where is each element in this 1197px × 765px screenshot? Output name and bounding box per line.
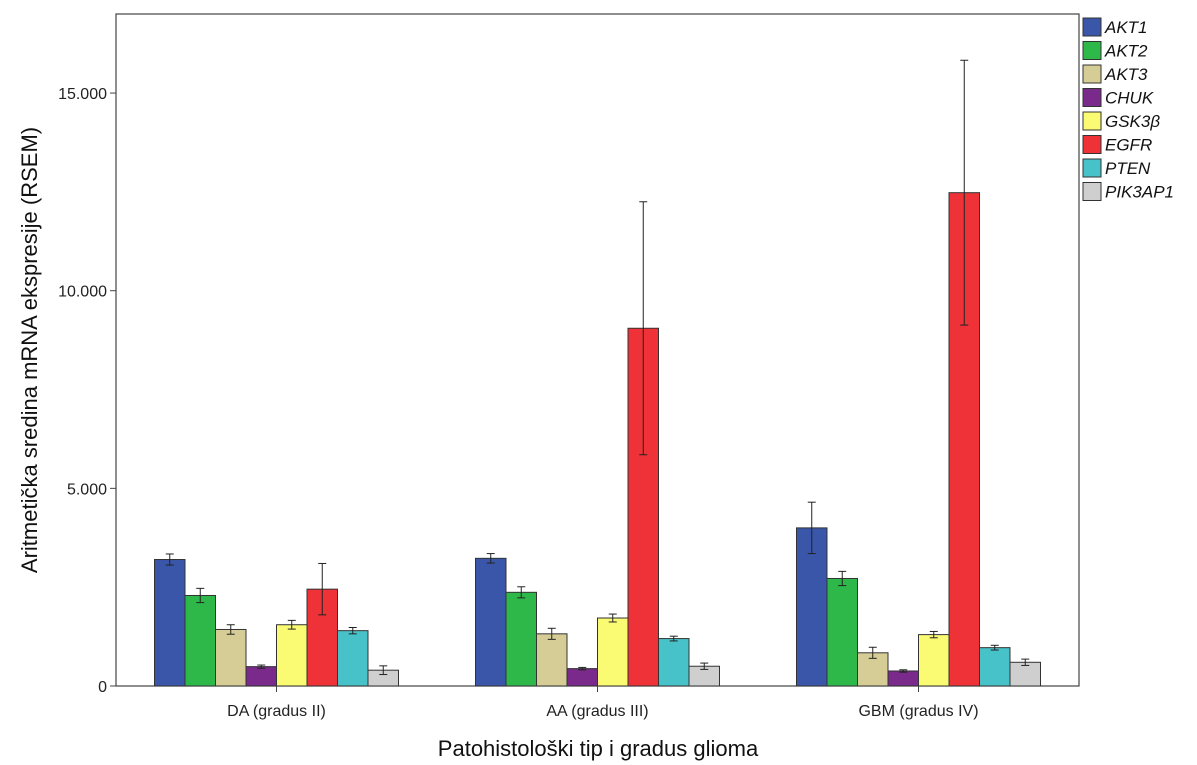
plot-frame: [115, 13, 1080, 687]
bars-layer: [154, 192, 1041, 687]
x-axis-ticks: DA (gradus II) AA (gradus III) GBM (gradus…: [227, 686, 979, 720]
legend-swatch: [1082, 182, 1102, 201]
bar-akt2-0: [184, 594, 216, 687]
x-tick-label: DA (gradus II): [227, 703, 326, 720]
bar-akt2-2: [826, 577, 858, 687]
legend-label: CHUK: [1105, 89, 1154, 108]
legend-swatch: [1082, 64, 1102, 84]
bar-akt1-2: [796, 527, 828, 687]
x-tick-label: GBM (gradus IV): [858, 703, 978, 720]
legend: AKT1 AKT2 AKT3 CHUK GSK3β EGFR PTEN PIK3AP1: [1082, 17, 1174, 202]
bar-akt1-0: [154, 559, 186, 687]
bar-gsk3-1: [597, 617, 629, 687]
bar-akt1-1: [475, 557, 507, 687]
x-axis-title: Patohistološki tip i gradus glioma: [438, 736, 759, 761]
y-tick-label: 10.000: [58, 284, 107, 301]
legend-swatch: [1082, 17, 1102, 37]
legend-swatch: [1082, 158, 1102, 178]
legend-label: EGFR: [1105, 136, 1152, 155]
bar-pten-1: [658, 638, 690, 687]
legend-swatch: [1082, 135, 1102, 154]
legend-label: AKT1: [1104, 18, 1148, 37]
legend-label: AKT3: [1104, 65, 1148, 84]
y-axis-title: Aritmetička sredina mRNA ekspresije (RSE…: [17, 127, 42, 573]
legend-label: PTEN: [1105, 159, 1151, 178]
legend-swatch: [1082, 111, 1102, 131]
bar-chuk-2: [887, 670, 919, 687]
x-tick-label: AA (gradus III): [546, 703, 648, 720]
y-axis-ticks: 0 5.000 10.000 15.000: [58, 86, 116, 696]
bar-gsk3-2: [918, 634, 950, 687]
bar-pten-2: [979, 647, 1011, 687]
legend-label: PIK3AP1: [1105, 183, 1174, 202]
error-bars-layer: [165, 59, 1030, 676]
bar-chuk-1: [566, 668, 598, 687]
bar-akt3-1: [536, 633, 568, 687]
bar-pten-0: [337, 630, 369, 687]
legend-label: GSK3β: [1105, 112, 1160, 131]
bar-egfr-2: [948, 192, 980, 687]
bar-gsk3-0: [276, 624, 308, 687]
bar-chuk-0: [245, 666, 277, 687]
y-tick-label: 15.000: [58, 86, 107, 103]
legend-label: AKT2: [1104, 42, 1148, 61]
y-tick-label: 5.000: [67, 481, 107, 498]
legend-swatch: [1082, 41, 1102, 60]
bar-akt2-1: [505, 591, 537, 687]
y-tick-label: 0: [98, 679, 107, 696]
bar-akt3-0: [215, 628, 247, 687]
legend-swatch: [1082, 88, 1102, 107]
